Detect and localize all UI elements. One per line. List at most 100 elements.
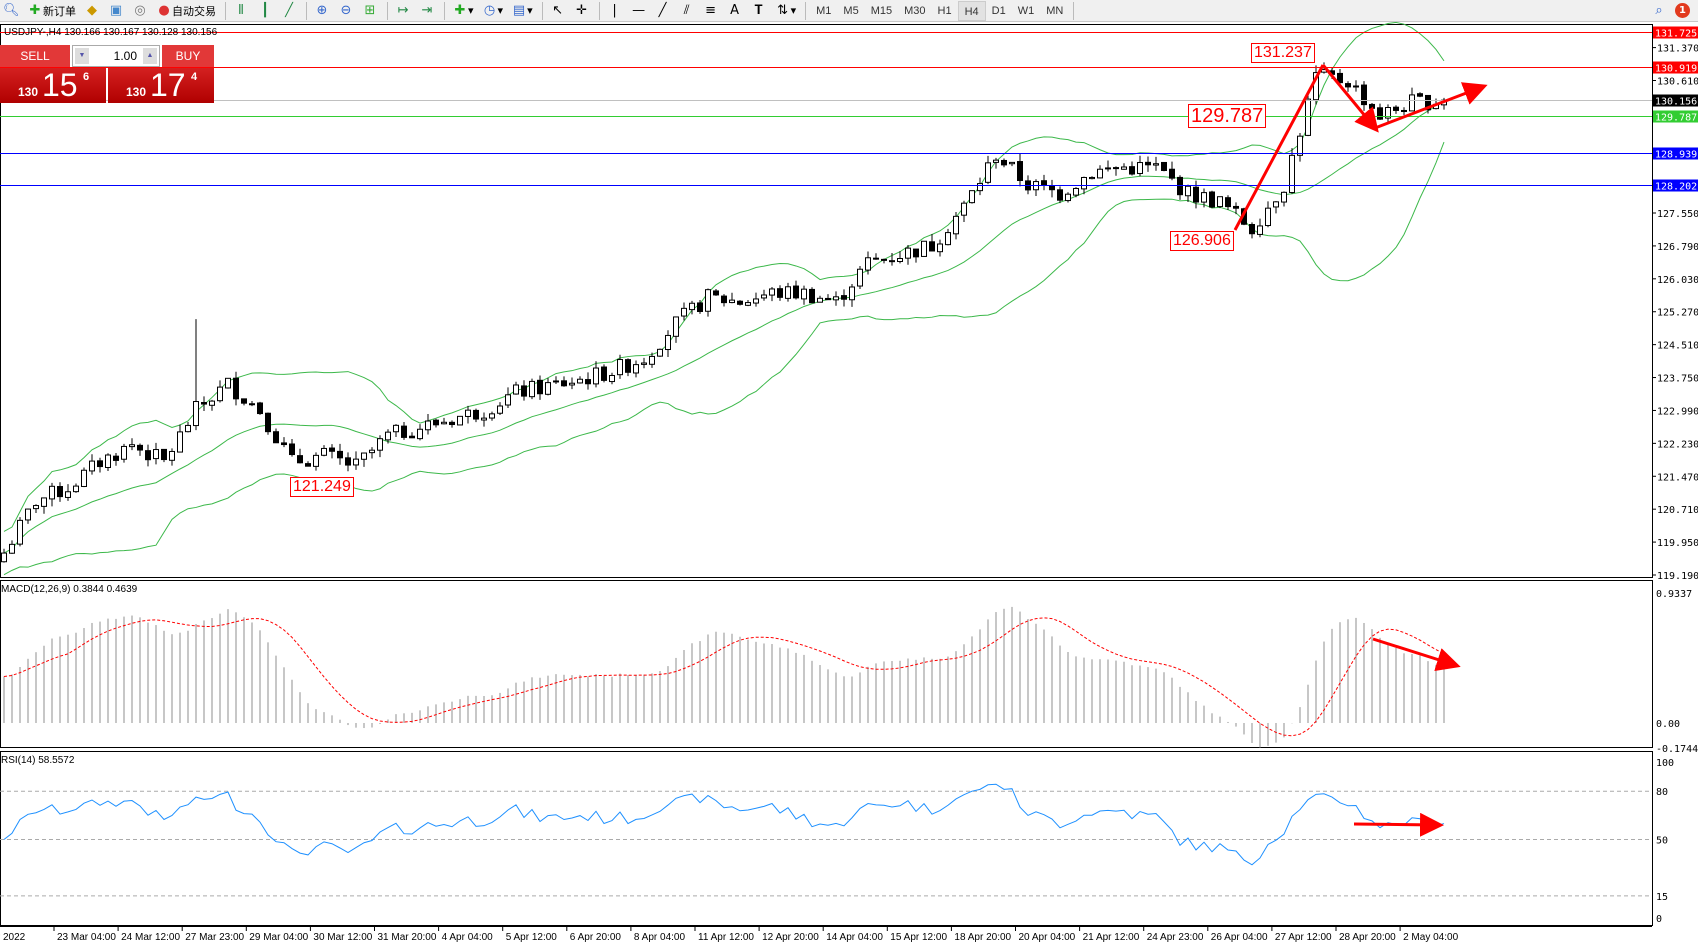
- new-order-label: 新订单: [43, 4, 76, 18]
- timeframe-h1[interactable]: H1: [937, 4, 952, 17]
- candle: [873, 253, 879, 260]
- candle-body-bullish: [961, 202, 967, 216]
- price-tick-label: 124.510: [1657, 341, 1698, 352]
- time-label: 23 Mar 04:00: [57, 932, 116, 943]
- candle: [1369, 103, 1375, 115]
- candle-body-bullish: [153, 449, 159, 460]
- price-level-label: 128.202: [1655, 182, 1697, 193]
- notifications-button[interactable]: 1: [1672, 1, 1696, 21]
- periods-button[interactable]: ◷ ▾: [479, 1, 507, 21]
- candle: [865, 251, 871, 275]
- signals-icon: ◎: [134, 2, 146, 18]
- buy-button[interactable]: BUY: [162, 45, 214, 67]
- trend-arrow[interactable]: [1374, 82, 1488, 130]
- candle: [961, 200, 967, 223]
- candle-body-bullish: [977, 183, 983, 192]
- annotation-level[interactable]: 129.787: [1188, 104, 1267, 128]
- timeframe-mn[interactable]: MN: [1046, 4, 1064, 17]
- volume-field[interactable]: ▼ 1.00 ▲: [72, 45, 160, 67]
- crosshair-icon: ✛: [576, 2, 588, 18]
- volume-up-icon[interactable]: ▲: [143, 48, 157, 64]
- candle-body-bullish: [905, 247, 911, 259]
- indicators-button[interactable]: ✚ ▾: [449, 1, 477, 21]
- search-button[interactable]: 🔍︎: [0, 1, 22, 21]
- text-button[interactable]: A: [724, 1, 746, 21]
- candle: [977, 177, 983, 196]
- buy-price[interactable]: 130 17 4: [108, 68, 214, 103]
- time-label: 31 Mar 20:00: [378, 932, 437, 943]
- candle: [929, 234, 935, 252]
- templates-button[interactable]: ▤ ▾: [512, 2, 533, 18]
- price-tick-label: 121.470: [1657, 472, 1698, 483]
- trendline-button[interactable]: ╱: [652, 1, 674, 21]
- bar-chart-button[interactable]: ⫴: [230, 1, 252, 21]
- timeframe-m15[interactable]: M15: [870, 4, 893, 17]
- chart-header: USDJPY-,H4 130.166 130.167 130.128 130.1…: [4, 27, 218, 38]
- volume-down-icon[interactable]: ▼: [75, 48, 89, 64]
- zoom-out-button[interactable]: ⊖: [335, 1, 357, 21]
- market-watch-button[interactable]: ▣: [105, 1, 127, 21]
- candle-body-bullish: [921, 240, 927, 257]
- candle: [217, 380, 223, 403]
- new-order-button[interactable]: ✚ 新订单: [24, 1, 79, 21]
- text-label-button[interactable]: 𝐓: [748, 1, 770, 21]
- sell-price[interactable]: 130 15 6: [0, 68, 106, 103]
- zoom-in-button[interactable]: ⊕: [311, 1, 333, 21]
- macd-tick-label: 0.00: [1656, 719, 1680, 730]
- timeframe-m1[interactable]: M1: [816, 4, 832, 17]
- candle: [1, 548, 7, 563]
- trend-arrow[interactable]: [1233, 64, 1325, 231]
- crosshair-button[interactable]: ✛: [571, 1, 593, 21]
- line-chart-icon: ╱: [285, 2, 293, 18]
- search-button-right[interactable]: ⌕: [1648, 1, 1670, 21]
- candle: [433, 418, 439, 428]
- auto-trading-button[interactable]: ● 自动交易: [153, 1, 219, 21]
- trend-arrow[interactable]: [1321, 64, 1379, 133]
- candle-body-bearish: [1369, 103, 1375, 109]
- annotation-recent-low[interactable]: 126.906: [1170, 231, 1234, 251]
- sell-button[interactable]: SELL: [0, 45, 70, 67]
- candle-body-bullish: [185, 424, 191, 433]
- autoscroll-icon: ⇥: [421, 2, 433, 18]
- candlestick-icon: ┃: [261, 2, 269, 18]
- text-label-icon: 𝐓: [754, 2, 763, 18]
- timeframe-m30[interactable]: M30: [904, 4, 926, 17]
- equidistant-channel-button[interactable]: ⫽: [676, 1, 698, 21]
- history-button[interactable]: ◆: [81, 1, 103, 21]
- candle: [153, 442, 159, 465]
- arrows-button[interactable]: ⇅ ▾: [772, 1, 800, 21]
- candle-body-bearish: [1049, 185, 1055, 191]
- candle: [297, 448, 303, 464]
- candle-body-bullish: [761, 294, 767, 299]
- vertical-line-button[interactable]: |: [604, 1, 626, 21]
- trend-arrow[interactable]: [1353, 812, 1444, 837]
- horizontal-line-button[interactable]: —: [628, 1, 650, 21]
- candle: [1073, 187, 1079, 198]
- autoscroll-button[interactable]: ⇥: [416, 1, 438, 21]
- candle-body-bullish: [129, 444, 135, 448]
- annotation-march-low[interactable]: 121.249: [290, 477, 354, 497]
- timeframe-h4[interactable]: H4: [957, 0, 986, 21]
- candle-body-bullish: [1089, 176, 1095, 180]
- timeframe-m5[interactable]: M5: [843, 4, 859, 17]
- timeframe-w1[interactable]: W1: [1017, 4, 1035, 17]
- candle: [697, 300, 703, 314]
- signals-button[interactable]: ◎: [129, 1, 151, 21]
- line-chart-button[interactable]: ╱: [278, 1, 300, 21]
- timeframe-d1[interactable]: D1: [991, 4, 1006, 17]
- tile-windows-button[interactable]: ⊞: [359, 1, 381, 21]
- candle: [1393, 105, 1399, 114]
- cursor-button[interactable]: ↖: [547, 1, 569, 21]
- candle-body-bullish: [785, 286, 791, 299]
- candle: [1017, 153, 1023, 187]
- fibonacci-button[interactable]: ≡: [700, 1, 722, 21]
- candle-body-bearish: [601, 366, 607, 381]
- candle-body-bullish: [249, 403, 255, 406]
- candlestick-button[interactable]: ┃: [254, 1, 276, 21]
- trend-arrow[interactable]: [1372, 637, 1461, 671]
- candle-body-bearish: [1177, 176, 1183, 196]
- chart-shift-button[interactable]: ↦: [392, 1, 414, 21]
- annotation-high[interactable]: 131.237: [1251, 43, 1315, 63]
- candle: [937, 239, 943, 257]
